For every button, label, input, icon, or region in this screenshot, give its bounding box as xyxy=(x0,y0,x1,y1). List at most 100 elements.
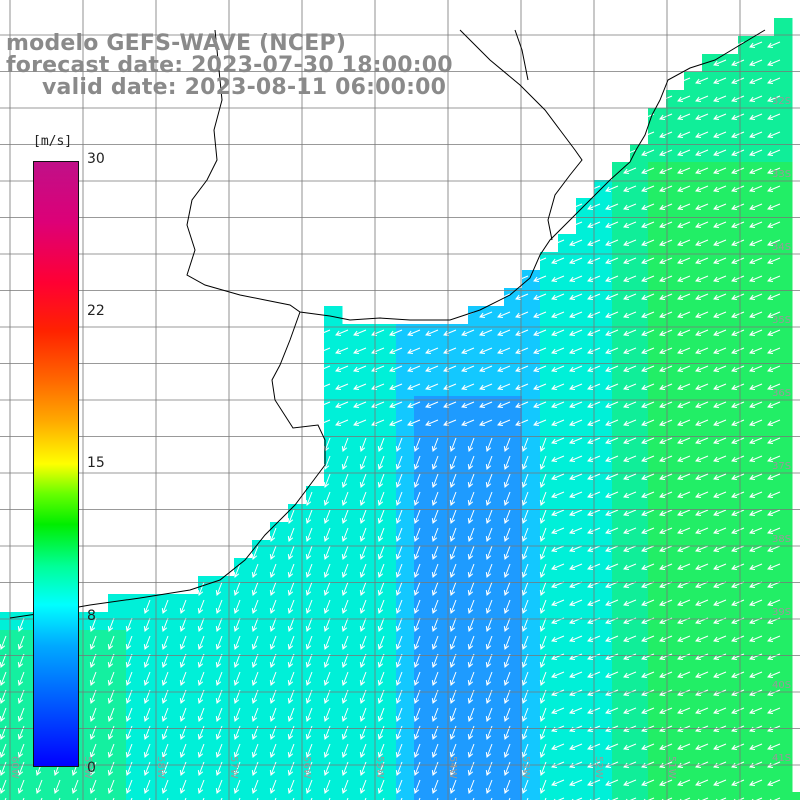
wind-arrow xyxy=(467,491,475,506)
wind-cell xyxy=(288,792,307,800)
wind-arrow xyxy=(233,743,241,758)
wind-cell xyxy=(720,648,739,667)
wind-arrow xyxy=(89,707,97,722)
wind-arrow xyxy=(539,509,547,524)
wind-arrow xyxy=(659,239,673,247)
wind-cell xyxy=(162,666,181,685)
wind-cell xyxy=(108,666,127,685)
wind-cell xyxy=(144,594,163,613)
wind-arrow xyxy=(695,311,709,319)
wind-arrow xyxy=(677,779,691,787)
wind-cell xyxy=(648,396,667,415)
wind-arrow xyxy=(377,617,385,632)
wind-cell xyxy=(18,612,37,631)
wind-cell xyxy=(216,738,235,757)
wind-cell xyxy=(684,234,703,253)
wind-arrow xyxy=(377,707,385,722)
wind-arrow xyxy=(341,671,349,686)
wind-arrow xyxy=(659,635,673,643)
wind-cell xyxy=(324,504,343,523)
wind-cell xyxy=(774,432,793,451)
wind-cell xyxy=(450,774,469,793)
wind-cell xyxy=(594,396,613,415)
wind-cell xyxy=(756,36,775,55)
wind-cell xyxy=(594,324,613,343)
wind-cell xyxy=(450,324,469,343)
wind-arrow xyxy=(641,311,655,319)
wind-arrow xyxy=(269,761,277,776)
wind-arrow xyxy=(395,545,403,560)
wind-cell xyxy=(414,576,433,595)
wind-arrow xyxy=(125,671,133,686)
wind-cell xyxy=(306,738,325,757)
wind-cell xyxy=(576,558,595,577)
wind-arrow xyxy=(323,527,331,542)
wind-cell xyxy=(306,666,325,685)
wind-arrow xyxy=(623,167,637,175)
wind-cell xyxy=(738,126,757,145)
wind-arrow xyxy=(749,473,763,481)
wind-cell xyxy=(486,594,505,613)
wind-arrow xyxy=(197,743,205,758)
wind-arrow xyxy=(413,761,421,776)
colorbar-tick-22: 22 xyxy=(87,303,105,319)
wind-arrow xyxy=(449,617,457,632)
wind-arrow xyxy=(659,707,673,715)
wind-arrow xyxy=(443,401,457,409)
wind-arrow xyxy=(749,239,763,247)
wind-cell xyxy=(486,720,505,739)
wind-cell xyxy=(558,450,577,469)
wind-arrow xyxy=(659,401,673,409)
wind-cell xyxy=(342,342,361,361)
wind-cell xyxy=(162,630,181,649)
wind-cell xyxy=(558,684,577,703)
wind-arrow xyxy=(197,671,205,686)
wind-cell xyxy=(612,450,631,469)
wind-arrow xyxy=(305,581,313,596)
coastline-estuary-south xyxy=(9,311,326,619)
coastline xyxy=(186,29,766,321)
wind-arrow xyxy=(749,689,763,697)
wind-cell xyxy=(540,324,559,343)
wind-arrow xyxy=(641,653,655,661)
wind-cell xyxy=(576,252,595,271)
wind-arrow xyxy=(233,671,241,686)
wind-cell xyxy=(378,540,397,559)
wind-cell xyxy=(702,738,721,757)
wind-cell xyxy=(306,540,325,559)
wind-cell xyxy=(648,342,667,361)
wind-cell xyxy=(738,234,757,253)
wind-arrow xyxy=(677,635,691,643)
wind-arrow xyxy=(251,599,259,614)
wind-arrow xyxy=(749,527,763,535)
wind-cell xyxy=(576,216,595,235)
wind-cell xyxy=(684,702,703,721)
wind-arrow xyxy=(341,743,349,758)
wind-cell xyxy=(594,342,613,361)
wind-arrow xyxy=(659,329,673,337)
wind-arrow xyxy=(179,653,187,668)
wind-cell xyxy=(378,720,397,739)
wind-arrow xyxy=(323,509,331,524)
wind-cell xyxy=(666,522,685,541)
wind-arrow xyxy=(605,239,619,247)
wind-cell xyxy=(378,486,397,505)
wind-cell xyxy=(72,774,91,793)
wind-arrow xyxy=(539,491,547,506)
wind-arrow xyxy=(269,653,277,668)
wind-cell xyxy=(720,684,739,703)
wind-arrow xyxy=(605,707,619,715)
wind-cell xyxy=(540,594,559,613)
wind-cell xyxy=(540,720,559,739)
wind-arrow xyxy=(713,689,727,697)
wind-cell xyxy=(774,126,793,145)
wind-cell xyxy=(540,576,559,595)
wind-cell xyxy=(18,666,37,685)
wind-arrow xyxy=(323,779,331,794)
wind-cell xyxy=(90,774,109,793)
wind-arrow xyxy=(677,95,691,103)
wind-cell xyxy=(702,378,721,397)
wind-cell xyxy=(396,342,415,361)
wind-arrow xyxy=(659,275,673,283)
wind-cell xyxy=(360,414,379,433)
